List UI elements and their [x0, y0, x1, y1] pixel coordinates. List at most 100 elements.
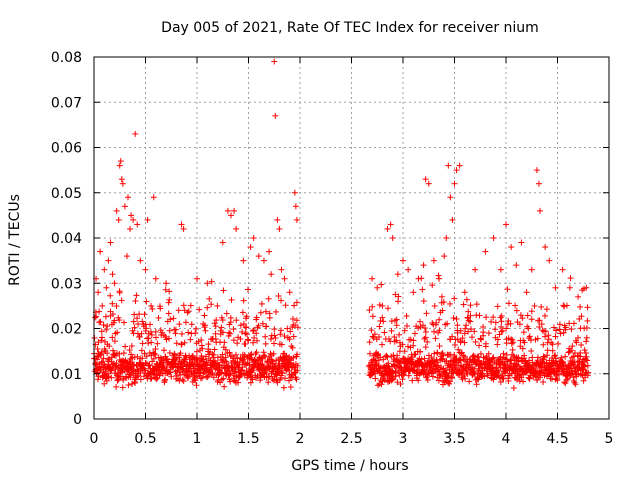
data-point [510, 385, 517, 392]
data-point [116, 317, 123, 324]
data-point [247, 352, 254, 359]
data-point [438, 293, 445, 300]
data-point [472, 338, 479, 345]
data-point [261, 352, 268, 359]
data-point [237, 336, 244, 343]
data-point [451, 295, 458, 302]
data-point [266, 248, 273, 255]
data-point [556, 326, 563, 333]
data-point [528, 308, 535, 315]
data-point [404, 343, 411, 350]
data-point [117, 158, 124, 165]
data-point [424, 376, 431, 383]
data-point [494, 303, 501, 310]
data-point [103, 377, 110, 384]
data-point [472, 266, 479, 273]
data-point [191, 361, 198, 368]
data-point [181, 339, 188, 346]
data-point [483, 314, 490, 321]
data-point [392, 291, 399, 298]
data-point [293, 299, 300, 306]
data-point [136, 333, 143, 340]
data-point [227, 319, 234, 326]
data-point [422, 334, 429, 341]
data-point [109, 334, 116, 341]
data-point [125, 382, 132, 389]
data-point [286, 377, 293, 384]
data-point [162, 286, 169, 293]
data-point [173, 340, 180, 347]
data-point [245, 286, 252, 293]
data-point [405, 372, 412, 379]
data-point [143, 325, 150, 332]
data-point [265, 379, 272, 386]
data-point [271, 326, 278, 333]
data-point [425, 180, 432, 187]
data-point [204, 374, 211, 381]
data-point [206, 295, 213, 302]
data-point [512, 302, 519, 309]
data-point [124, 194, 131, 201]
data-point [543, 306, 550, 313]
data-point [399, 341, 406, 348]
data-point [213, 317, 220, 324]
data-point [137, 257, 144, 264]
data-point [219, 359, 226, 366]
data-point [262, 308, 269, 315]
data-point [415, 377, 422, 384]
data-point [519, 315, 526, 322]
data-point [526, 375, 533, 382]
x-tick-label: 0.5 [134, 431, 156, 447]
data-point [131, 380, 138, 387]
data-point [372, 375, 379, 382]
data-point [490, 314, 497, 321]
data-point [227, 212, 234, 219]
x-tick-label: 4 [502, 431, 511, 447]
data-point [178, 341, 185, 348]
data-point [389, 235, 396, 241]
data-point [421, 335, 428, 342]
data-point [439, 307, 446, 314]
data-point [578, 313, 585, 320]
data-point [220, 375, 227, 382]
data-point [447, 194, 454, 201]
data-point [281, 275, 288, 282]
data-point [401, 327, 408, 334]
data-point [170, 315, 177, 322]
data-point [271, 332, 278, 339]
data-point [421, 355, 428, 362]
data-point [454, 336, 461, 343]
data-point [531, 302, 538, 309]
data-point [245, 337, 252, 344]
data-point [274, 379, 281, 386]
data-point [498, 323, 505, 330]
data-point [163, 280, 170, 287]
data-point [107, 292, 114, 299]
data-point [241, 360, 248, 367]
data-point [532, 365, 539, 372]
data-point [513, 307, 520, 314]
data-point [494, 341, 501, 348]
data-point [291, 189, 298, 196]
data-point [109, 271, 116, 278]
data-point [584, 362, 591, 369]
data-point [268, 271, 275, 278]
data-point [130, 362, 137, 369]
data-point [370, 334, 377, 341]
data-point [95, 373, 102, 380]
data-point [536, 207, 543, 214]
data-point [508, 336, 515, 343]
data-point [148, 375, 155, 382]
data-point [136, 311, 143, 318]
data-point [381, 329, 388, 336]
data-point [109, 311, 116, 318]
data-point [457, 338, 464, 345]
data-point [432, 335, 439, 342]
data-point [163, 355, 170, 362]
data-point [249, 327, 256, 334]
data-point [455, 346, 462, 353]
data-point [98, 349, 105, 356]
data-point [415, 325, 422, 332]
data-point [138, 330, 145, 337]
data-point [128, 343, 135, 350]
